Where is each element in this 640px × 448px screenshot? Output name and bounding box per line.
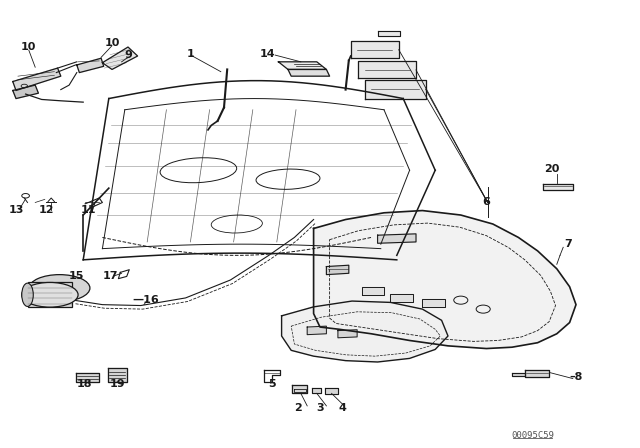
Polygon shape	[365, 80, 426, 99]
Text: 18: 18	[77, 379, 92, 389]
Ellipse shape	[22, 283, 33, 306]
Polygon shape	[312, 388, 321, 393]
Polygon shape	[77, 58, 104, 73]
Text: 9: 9	[124, 50, 132, 60]
Text: 12: 12	[38, 205, 54, 215]
Polygon shape	[13, 68, 61, 90]
Polygon shape	[278, 62, 326, 69]
Polygon shape	[76, 373, 99, 382]
Text: 3: 3	[316, 403, 324, 413]
Text: 6: 6	[483, 198, 490, 207]
Polygon shape	[378, 31, 400, 36]
Polygon shape	[512, 373, 525, 376]
Text: –8: –8	[570, 372, 582, 382]
Text: 2: 2	[294, 403, 301, 413]
Polygon shape	[288, 69, 330, 76]
Polygon shape	[314, 211, 576, 349]
Text: 7: 7	[564, 239, 572, 249]
Polygon shape	[326, 265, 349, 275]
Text: 15: 15	[69, 271, 84, 281]
Polygon shape	[422, 299, 445, 307]
Polygon shape	[307, 326, 326, 335]
Polygon shape	[351, 41, 399, 58]
Polygon shape	[102, 47, 138, 69]
Text: 11: 11	[81, 205, 96, 215]
Text: 00095C59: 00095C59	[511, 431, 554, 440]
Polygon shape	[358, 61, 416, 78]
Polygon shape	[13, 85, 38, 99]
Text: 10: 10	[21, 42, 36, 52]
Polygon shape	[390, 294, 413, 302]
Text: 17: 17	[102, 271, 118, 281]
Polygon shape	[282, 301, 448, 362]
Polygon shape	[292, 385, 307, 393]
Bar	[28, 282, 72, 307]
Polygon shape	[543, 184, 573, 190]
Polygon shape	[325, 388, 338, 394]
Ellipse shape	[22, 282, 78, 307]
Polygon shape	[108, 368, 127, 382]
Text: 10: 10	[104, 38, 120, 47]
Text: 14: 14	[260, 49, 275, 59]
Text: 20: 20	[544, 164, 559, 174]
Ellipse shape	[29, 275, 90, 302]
Text: 5: 5	[268, 379, 276, 389]
Text: 1: 1	[187, 49, 195, 59]
Polygon shape	[338, 330, 357, 338]
Text: 4: 4	[339, 403, 346, 413]
Polygon shape	[378, 234, 416, 243]
Polygon shape	[362, 287, 384, 295]
Text: 13: 13	[8, 205, 24, 215]
Text: —16: —16	[132, 295, 159, 305]
Text: 19: 19	[109, 379, 125, 389]
Polygon shape	[525, 370, 549, 377]
